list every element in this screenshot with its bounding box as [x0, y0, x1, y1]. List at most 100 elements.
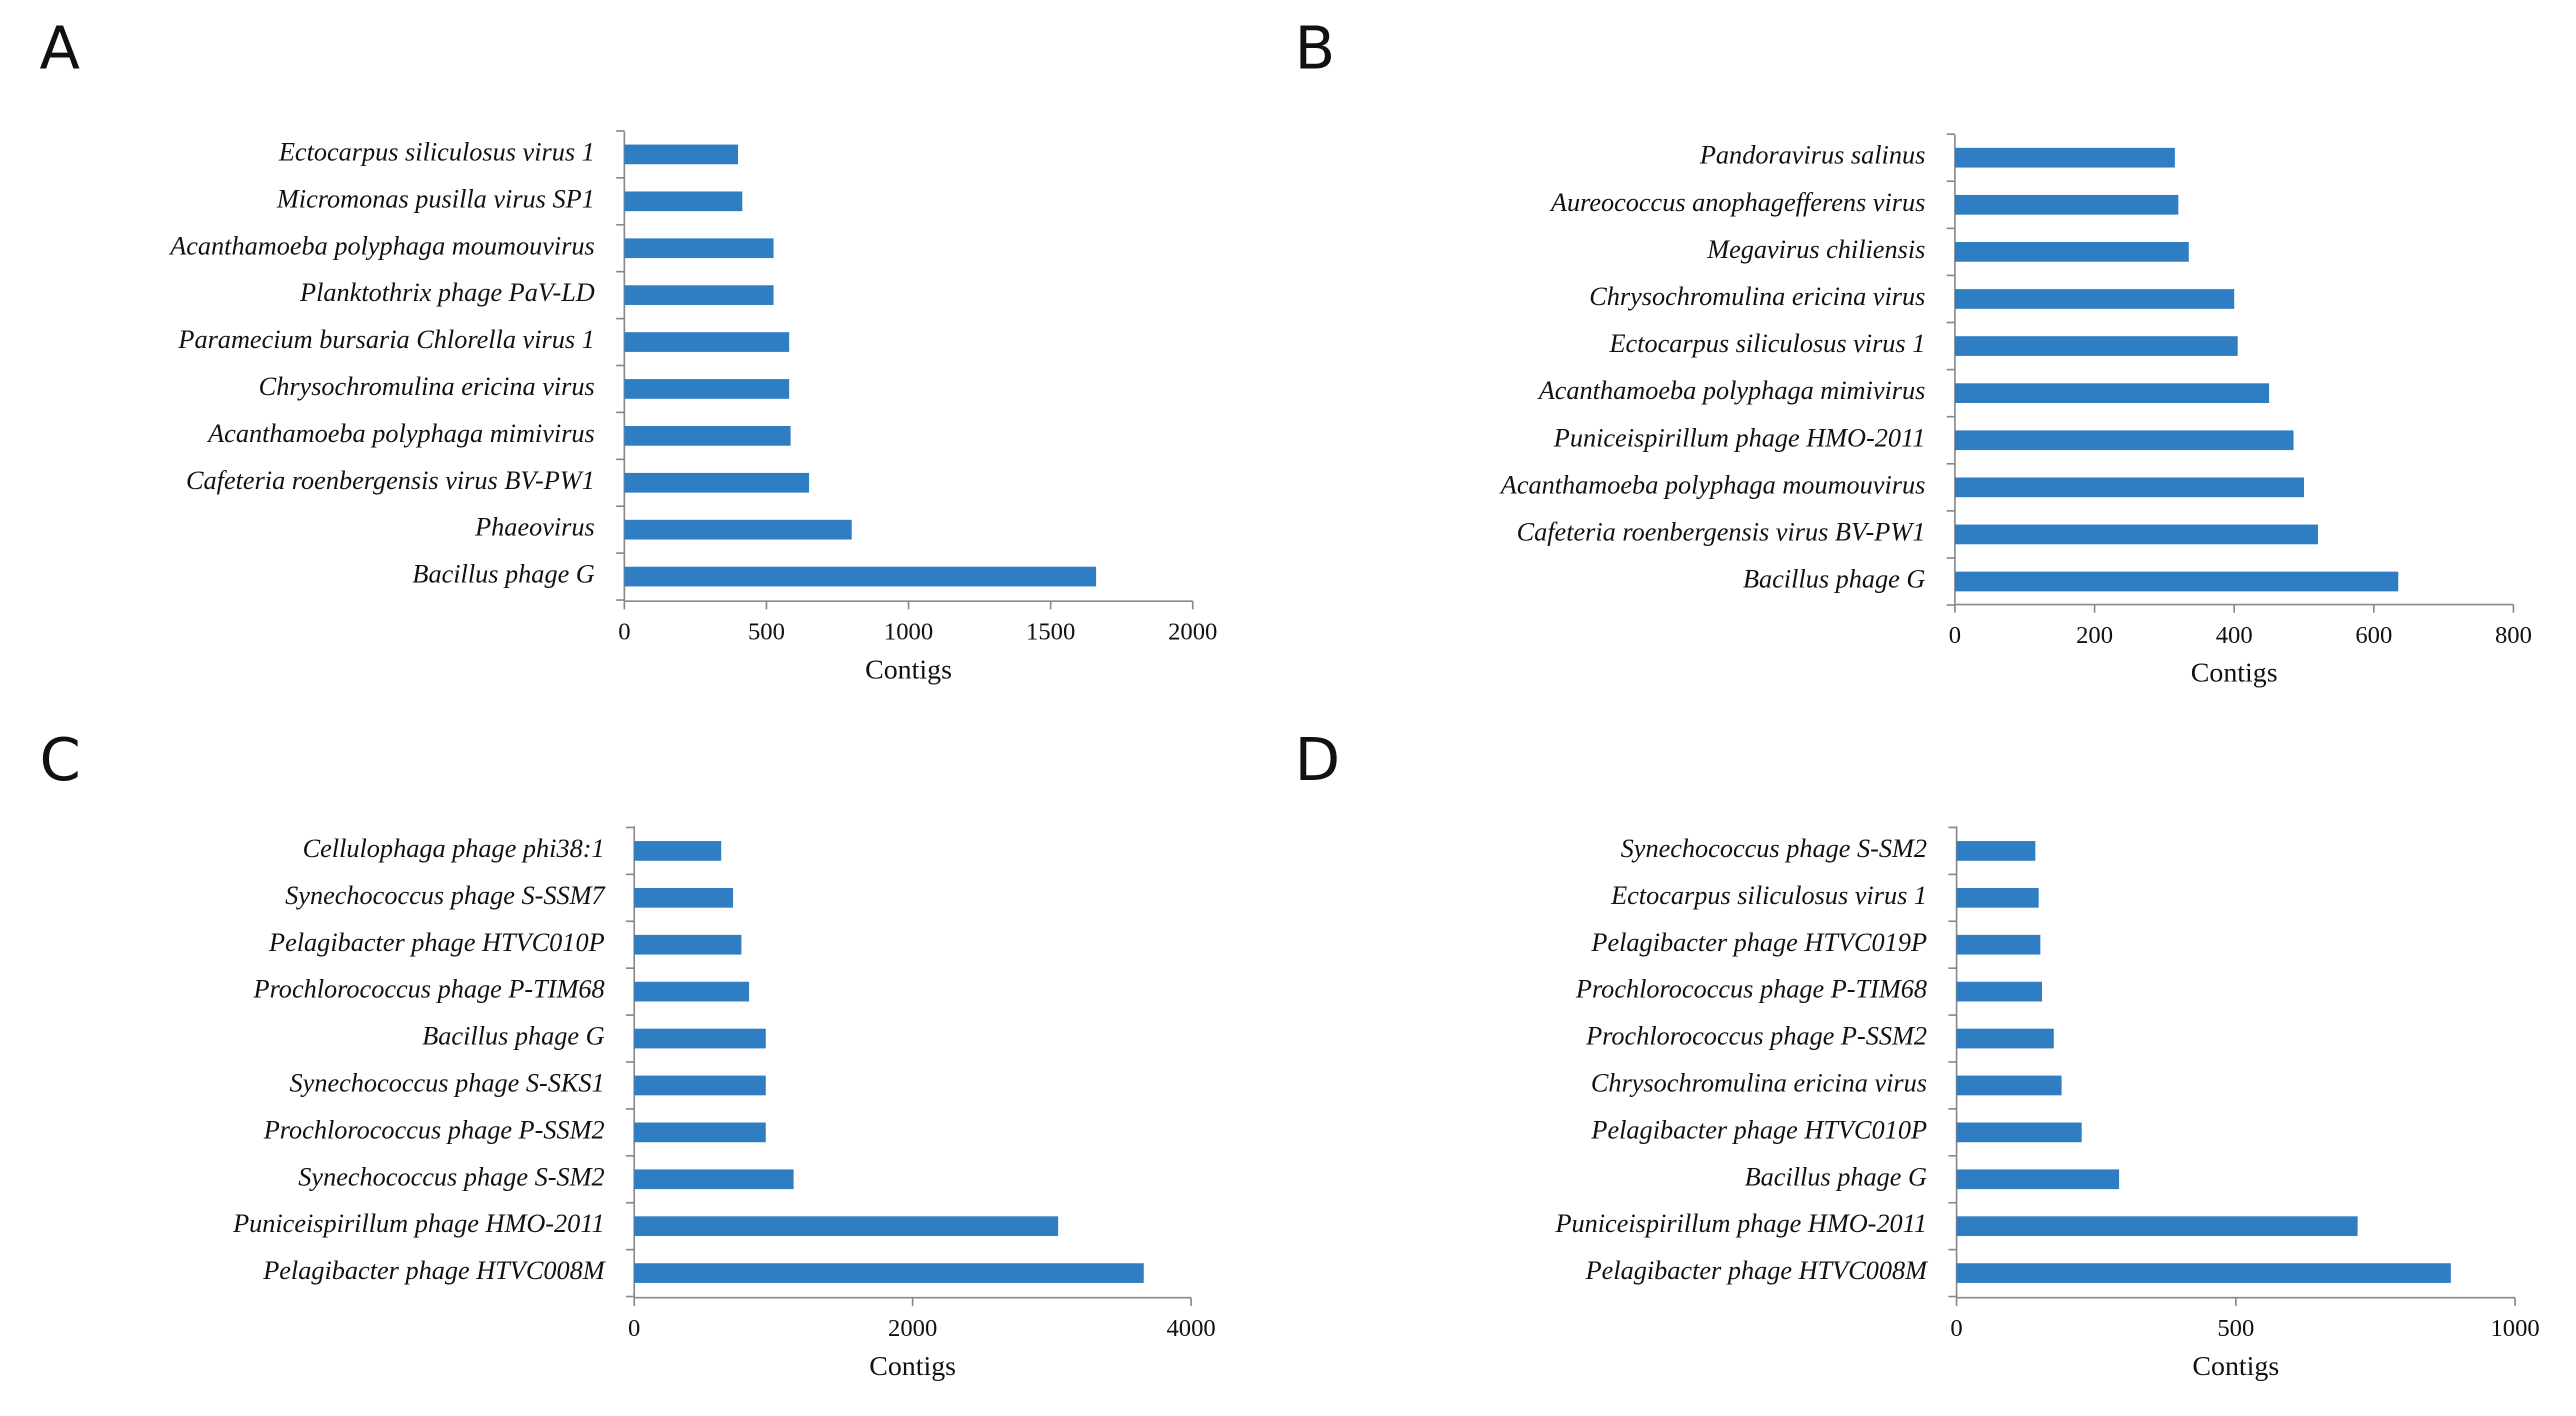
bar: [1956, 887, 2039, 908]
category-label: Ectocarpus siliculosus virus 1: [278, 137, 595, 166]
category-label: Megavirus chiliensis: [1706, 235, 1925, 264]
category-label: Planktothrix phage PaV-LD: [299, 278, 595, 307]
category-label: Ectocarpus siliculosus virus 1: [1608, 329, 1925, 358]
bar: [634, 1122, 766, 1143]
category-label: Cafeteria roenbergensis virus BV-PW1: [186, 466, 595, 495]
category-label: Chrysochromulina ericina virus: [1589, 282, 1925, 311]
bar: [1956, 1075, 2062, 1096]
bar: [1956, 934, 2041, 955]
bar: [1956, 1216, 2358, 1237]
category-label: Paramecium bursaria Chlorella virus 1: [177, 325, 594, 354]
x-tick-label: 600: [2355, 622, 2392, 649]
category-label: Bacillus phage G: [412, 560, 594, 589]
bar: [1956, 1122, 2082, 1143]
category-label: Puniceispirillum phage HMO-2011: [1553, 423, 1926, 452]
x-tick-label: 800: [2495, 622, 2532, 649]
bar: [624, 332, 790, 352]
panel-label: A: [40, 14, 80, 83]
category-label: Chrysochromulina ericina virus: [1591, 1068, 1927, 1097]
bar: [1956, 1263, 2451, 1283]
x-tick-label: 0: [628, 1315, 640, 1342]
x-axis-label: Contigs: [869, 1351, 956, 1382]
bar: [634, 841, 722, 861]
category-label: Puniceispirillum phage HMO-2011: [1554, 1209, 1927, 1238]
bar: [624, 519, 852, 540]
category-label: Pelagibacter phage HTVC010P: [1590, 1115, 1927, 1144]
x-tick-label: 0: [1949, 622, 1961, 649]
x-tick-label: 2000: [888, 1315, 937, 1342]
category-label: Phaeovirus: [474, 513, 595, 542]
category-label: Pelagibacter phage HTVC010P: [268, 928, 605, 957]
category-label: Pandoravirus salinus: [1699, 141, 1925, 170]
category-label: Bacillus phage G: [422, 1022, 604, 1051]
bar: [624, 285, 774, 305]
panel-label: C: [40, 725, 81, 794]
panel-label: D: [1295, 725, 1341, 794]
x-axis-label: Contigs: [2191, 658, 2278, 689]
bar: [624, 472, 810, 493]
category-label: Cafeteria roenbergensis virus BV-PW1: [1517, 517, 1926, 546]
panel-label: B: [1295, 14, 1336, 83]
bar: [624, 426, 791, 446]
bar: [1954, 430, 2294, 451]
bar: [1954, 242, 2189, 262]
bar: [624, 144, 739, 165]
bar: [634, 934, 742, 955]
category-label: Pelagibacter phage HTVC019P: [1590, 928, 1927, 957]
x-tick-label: 500: [2217, 1315, 2254, 1342]
bar: [634, 981, 750, 1002]
category-label: Prochlorococcus phage P-SSM2: [263, 1115, 605, 1144]
x-tick-label: 2000: [1168, 619, 1217, 646]
x-tick-label: 200: [2076, 622, 2113, 649]
x-tick-label: 0: [618, 619, 630, 646]
bar: [1954, 383, 2270, 404]
x-tick-label: 4000: [1166, 1315, 1215, 1342]
bar: [1954, 571, 2399, 592]
x-axis-label: Contigs: [2192, 1351, 2279, 1382]
bar: [1954, 336, 2238, 356]
category-label: Ectocarpus siliculosus virus 1: [1610, 881, 1927, 910]
category-label: Acanthamoeba polyphaga moumouvirus: [168, 231, 595, 260]
bar: [1956, 1028, 2054, 1049]
bar: [1956, 1169, 2120, 1190]
bar: [1956, 841, 2036, 861]
category-label: Prochlorococcus phage P-SSM2: [1585, 1022, 1927, 1051]
bar: [1954, 524, 2318, 545]
bar: [634, 1263, 1144, 1283]
category-label: Bacillus phage G: [1743, 565, 1925, 594]
x-tick-label: 0: [1950, 1315, 1962, 1342]
category-label: Puniceispirillum phage HMO-2011: [232, 1209, 605, 1238]
category-label: Prochlorococcus phage P-TIM68: [1575, 975, 1927, 1004]
category-label: Bacillus phage G: [1745, 1162, 1927, 1191]
category-label: Synechococcus phage S-SKS1: [290, 1068, 605, 1097]
category-label: Acanthamoeba polyphaga mimivirus: [206, 419, 595, 448]
bar: [624, 238, 774, 259]
bar: [624, 191, 743, 212]
x-tick-label: 400: [2216, 622, 2253, 649]
bar: [1954, 147, 2175, 168]
bar: [1956, 981, 2043, 1002]
category-label: Micromonas pusilla virus SP1: [276, 184, 595, 213]
bar: [634, 887, 734, 908]
x-tick-label: 1000: [2490, 1315, 2539, 1342]
bar: [634, 1028, 766, 1049]
x-axis-label: Contigs: [865, 654, 952, 685]
category-label: Chrysochromulina ericina virus: [259, 372, 595, 401]
bar: [634, 1075, 766, 1096]
bar: [634, 1216, 1059, 1237]
x-tick-label: 500: [748, 619, 785, 646]
bar: [634, 1169, 794, 1190]
x-tick-label: 1000: [884, 619, 933, 646]
category-label: Synechococcus phage S-SM2: [1621, 834, 1927, 863]
x-tick-label: 1500: [1026, 619, 1075, 646]
category-label: Pelagibacter phage HTVC008M: [262, 1256, 607, 1285]
category-label: Acanthamoeba polyphaga moumouvirus: [1499, 470, 1926, 499]
category-label: Synechococcus phage S-SSM7: [285, 881, 606, 910]
category-label: Acanthamoeba polyphaga mimivirus: [1537, 376, 1926, 405]
bar: [1954, 477, 2305, 498]
bar: [624, 566, 1097, 587]
category-label: Pelagibacter phage HTVC008M: [1585, 1256, 1930, 1285]
category-label: Prochlorococcus phage P-TIM68: [253, 975, 605, 1004]
category-label: Cellulophaga phage phi38:1: [303, 834, 605, 863]
